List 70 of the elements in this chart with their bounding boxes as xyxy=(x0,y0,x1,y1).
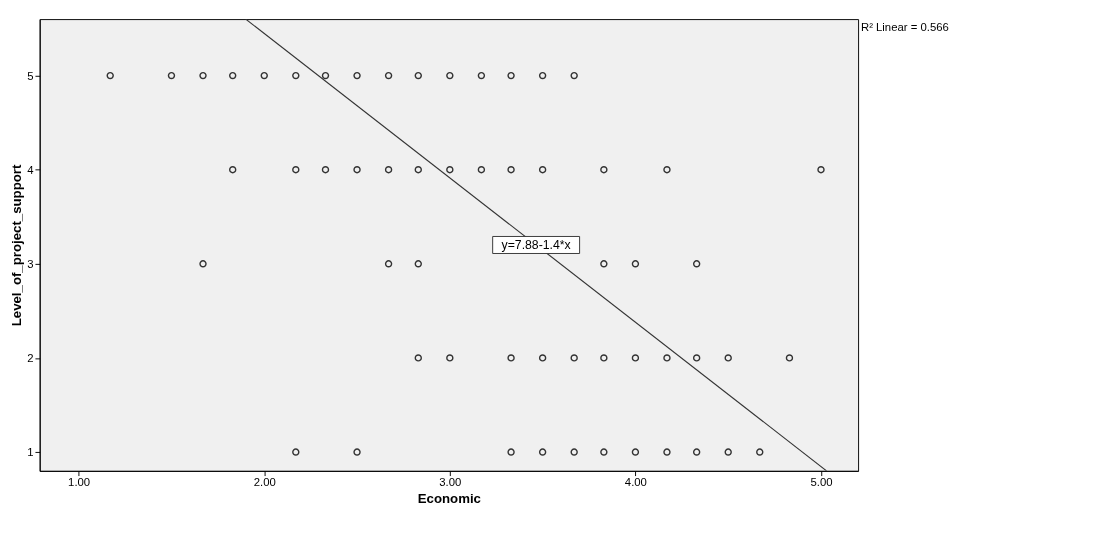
annotation: y=7.88-1.4*x xyxy=(501,237,571,252)
x-tick-label: 2.00 xyxy=(253,476,276,489)
point xyxy=(229,166,237,174)
point xyxy=(817,166,825,174)
point xyxy=(292,166,300,174)
point xyxy=(199,260,207,268)
point xyxy=(785,354,794,362)
point xyxy=(260,71,268,80)
y-axis-title: Level_of_project_support xyxy=(8,164,24,327)
point xyxy=(167,71,176,80)
point xyxy=(384,260,393,268)
point xyxy=(321,166,330,174)
y-tick-label: 5 xyxy=(27,69,34,82)
point xyxy=(353,71,361,80)
point xyxy=(538,166,547,174)
point xyxy=(692,448,701,456)
y-tick-label: 1 xyxy=(27,446,34,459)
text: R² Linear = 0.566 xyxy=(860,21,949,34)
point xyxy=(600,166,608,174)
x-tick-label: 4.00 xyxy=(624,476,647,489)
point xyxy=(353,166,361,174)
point xyxy=(631,448,640,456)
point xyxy=(353,448,361,456)
point xyxy=(538,71,547,80)
point xyxy=(631,260,640,268)
x-axis-title: Economic xyxy=(417,490,481,506)
point xyxy=(446,166,454,174)
point xyxy=(292,71,300,80)
point xyxy=(724,448,732,456)
point xyxy=(692,260,701,268)
point xyxy=(663,354,671,362)
point xyxy=(570,354,578,362)
point xyxy=(756,448,764,456)
point xyxy=(446,354,454,362)
point xyxy=(570,448,578,456)
point xyxy=(507,354,515,362)
point xyxy=(724,354,732,362)
point xyxy=(106,71,114,80)
point xyxy=(663,166,671,174)
point xyxy=(631,354,640,362)
point xyxy=(414,71,422,80)
x-tick-label: 5.00 xyxy=(810,476,833,489)
y-tick-label: 3 xyxy=(27,258,34,271)
point xyxy=(570,71,578,80)
x-tick-label: 3.00 xyxy=(439,476,462,489)
point xyxy=(477,71,486,80)
point xyxy=(199,71,207,80)
point xyxy=(292,448,300,456)
point xyxy=(477,166,486,174)
point xyxy=(507,448,515,456)
point xyxy=(507,71,515,80)
point xyxy=(538,448,547,456)
x-tick-label: 1.00 xyxy=(68,476,91,489)
point xyxy=(600,354,608,362)
point xyxy=(384,166,393,174)
point xyxy=(414,260,422,268)
point xyxy=(414,354,422,362)
point xyxy=(384,71,393,80)
point xyxy=(600,448,608,456)
point xyxy=(414,166,422,174)
point xyxy=(229,71,237,80)
point xyxy=(692,354,701,362)
point xyxy=(663,448,671,456)
point xyxy=(321,71,330,80)
point xyxy=(446,71,454,80)
point xyxy=(507,166,515,174)
y-tick-label: 2 xyxy=(27,352,34,365)
point xyxy=(600,260,608,268)
point xyxy=(538,354,547,362)
y-tick-label: 4 xyxy=(27,163,34,176)
